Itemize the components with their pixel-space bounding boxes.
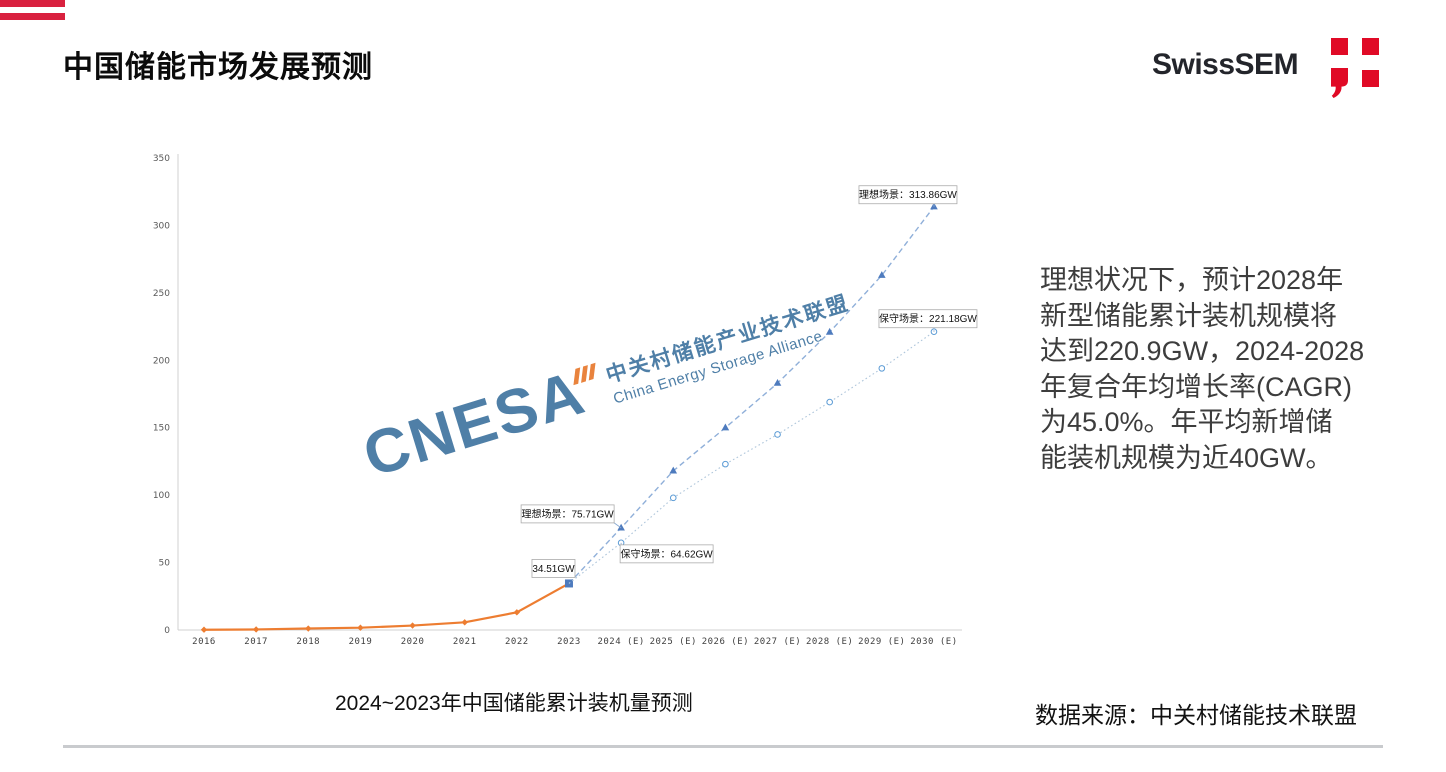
annotation-label: 34.51GW <box>531 559 576 578</box>
annotation-box <box>531 559 576 578</box>
data-point-triangle <box>878 271 886 278</box>
x-axis-tick: 2020 <box>401 637 425 647</box>
accent-bar-bottom <box>0 13 65 20</box>
x-axis-tick: 2027 (E) <box>754 637 801 647</box>
data-point-triangle <box>617 523 625 531</box>
x-axis-tick: 2029 (E) <box>858 637 905 647</box>
data-point-triangle <box>825 327 834 335</box>
annotation-label: 理想场景：75.71GW <box>520 504 622 529</box>
data-point-diamond <box>357 624 364 631</box>
annotation-label: 保守场景：64.62GW <box>619 542 714 564</box>
y-axis-tick: 50 <box>159 559 171 569</box>
data-point-circle <box>722 460 729 468</box>
data-point-circle <box>878 365 886 372</box>
x-axis-tick: 2019 <box>349 637 373 647</box>
x-axis-tick: 2018 <box>296 637 320 647</box>
annotation-text: 保守场景：221.18GW <box>879 312 977 325</box>
annotation-box <box>858 185 958 205</box>
data-point-circle <box>826 398 833 406</box>
page-title: 中国储能市场发展预测 <box>63 51 373 84</box>
brand-logo-icon <box>1331 38 1379 98</box>
summary-line: 为45.0%。年平均新增储 <box>1040 407 1333 437</box>
annotation-leader <box>613 522 622 529</box>
annotation-box <box>520 504 615 524</box>
annotation-text: 理想场景：75.71GW <box>521 507 614 520</box>
annotation-label: 理想场景：313.86GW <box>858 185 958 207</box>
data-point-triangle <box>721 423 730 431</box>
summary-line: 新型储能累计装机规模将 <box>1040 300 1337 331</box>
x-axis-tick: 2026 (E) <box>702 637 749 647</box>
x-axis-tick: 2021 <box>453 637 477 647</box>
annotation-box <box>878 309 978 329</box>
accent-bar-top <box>0 0 65 7</box>
y-axis-tick: 350 <box>153 154 170 164</box>
summary-line: 理想状况下，预计2028年 <box>1040 265 1344 295</box>
x-axis-tick: 2023 <box>557 637 581 647</box>
data-point-diamond <box>200 626 208 633</box>
footer-divider <box>63 745 1383 748</box>
data-point-square <box>564 579 573 588</box>
x-axis-tick: 2025 (E) <box>650 637 697 647</box>
data-point-triangle <box>773 379 782 386</box>
y-axis-tick: 150 <box>153 424 170 434</box>
data-point-diamond <box>409 622 416 629</box>
annotation-text: 理想场景：313.86GW <box>859 188 957 201</box>
x-axis-tick: 2024 (E) <box>597 637 644 647</box>
data-point-circle <box>774 431 781 438</box>
x-axis-tick: 2016 <box>192 637 216 647</box>
x-axis-tick: 2030 (E) <box>910 637 957 647</box>
data-point-circle <box>669 494 677 502</box>
brand-wordmark: SwissSEM <box>1152 48 1299 81</box>
data-point-diamond <box>461 619 468 626</box>
x-axis-tick: 2022 <box>505 637 529 647</box>
x-axis-tick: 2017 <box>244 637 268 647</box>
y-axis-tick: 300 <box>153 221 170 231</box>
y-axis-tick: 250 <box>153 289 170 299</box>
data-source: 数据来源：中关村储能技术联盟 <box>1035 702 1357 728</box>
data-point-diamond <box>252 626 260 633</box>
annotation-text: 34.51GW <box>532 564 575 575</box>
annotation-label: 保守场景：221.18GW <box>878 309 978 332</box>
data-point-triangle <box>669 466 678 474</box>
series-ideal <box>564 202 938 588</box>
chart-caption: 2024~2023年中国储能累计装机量预测 <box>335 692 693 715</box>
summary-line: 达到220.9GW，2024-2028 <box>1040 336 1365 366</box>
summary-text: 理想状况下，预计2028年 新型储能累计装机规模将 达到220.9GW，2024… <box>1040 263 1364 476</box>
data-point-diamond <box>305 625 312 632</box>
y-axis-tick: 100 <box>153 491 170 501</box>
annotation-text: 保守场景：64.62GW <box>620 547 713 560</box>
summary-line: 年复合年均增长率(CAGR) <box>1040 371 1352 402</box>
annotation-box <box>619 544 714 564</box>
x-axis-tick: 2028 (E) <box>806 637 853 647</box>
y-axis-tick: 0 <box>164 626 170 636</box>
forecast-chart: 0 50 100 150 200 250 300 350 2016 2017 2018 2019 202… <box>153 154 978 647</box>
series-conservative <box>568 328 938 584</box>
series-historical <box>200 580 573 633</box>
summary-line: 能装机规模为近40GW。 <box>1040 442 1333 473</box>
y-axis-tick: 200 <box>153 356 170 366</box>
logo-comma-shape <box>1331 68 1348 98</box>
